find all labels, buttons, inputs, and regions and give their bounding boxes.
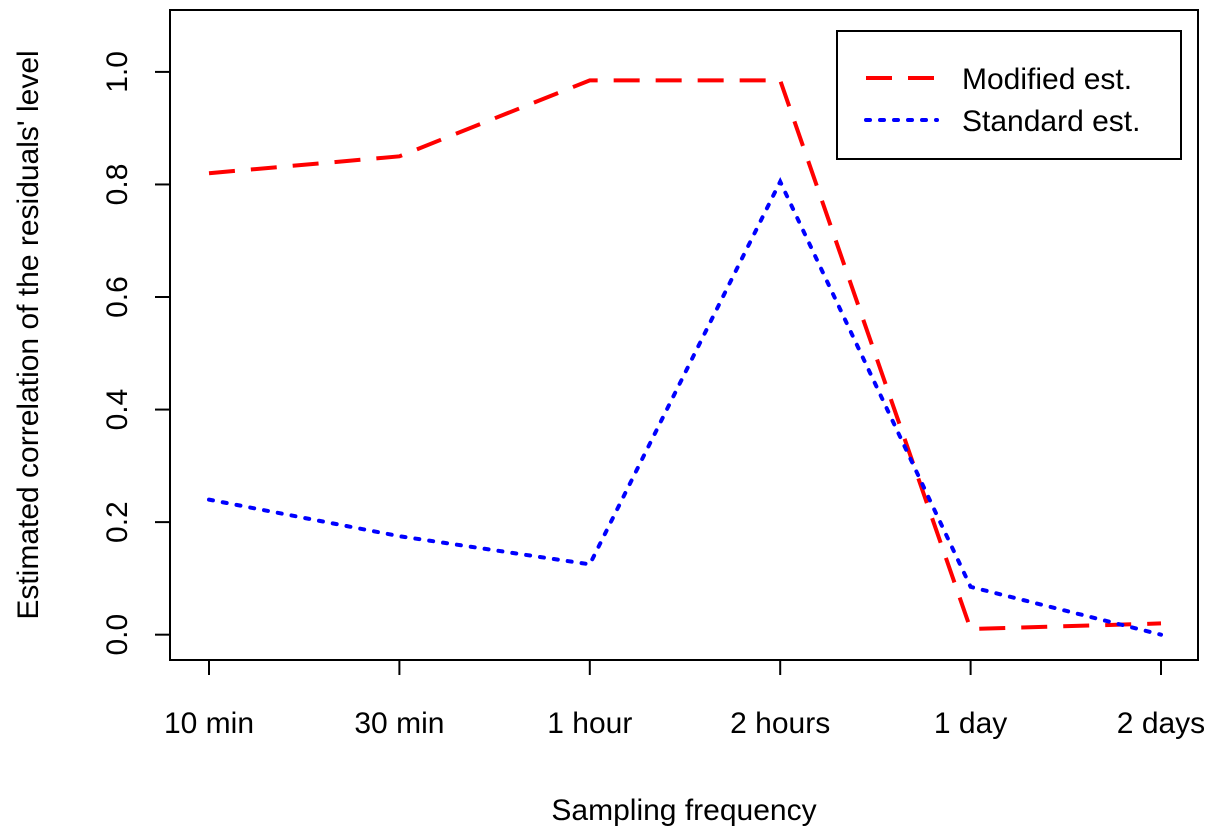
y-axis: 0.0 0.2 0.4 0.6 0.8 1.0 <box>101 51 170 655</box>
x-axis: 10 min 30 min 1 hour 2 hours 1 day 2 days <box>164 660 1205 740</box>
y-tick-label: 1.0 <box>101 51 134 93</box>
y-tick-label: 0.2 <box>101 501 134 543</box>
y-tick-label: 0.4 <box>101 389 134 431</box>
legend-label-standard: Standard est. <box>962 105 1140 138</box>
y-tick-label: 0.6 <box>101 276 134 318</box>
series-layer <box>209 80 1161 634</box>
x-tick-label: 2 hours <box>730 707 830 740</box>
legend: Modified est. Standard est. <box>837 31 1181 159</box>
x-axis-title: Sampling frequency <box>551 794 816 827</box>
series-line-modified <box>209 80 1161 629</box>
x-tick-label: 10 min <box>164 707 254 740</box>
y-tick-label: 0.0 <box>101 614 134 656</box>
x-tick-label: 2 days <box>1117 707 1205 740</box>
x-tick-label: 1 hour <box>547 707 632 740</box>
x-tick-label: 30 min <box>354 707 444 740</box>
series-line-standard <box>209 182 1161 635</box>
x-tick-label: 1 day <box>934 707 1007 740</box>
y-axis-title: Estimated correlation of the residuals' … <box>12 50 45 619</box>
legend-label-modified: Modified est. <box>962 63 1132 96</box>
y-tick-label: 0.8 <box>101 164 134 206</box>
